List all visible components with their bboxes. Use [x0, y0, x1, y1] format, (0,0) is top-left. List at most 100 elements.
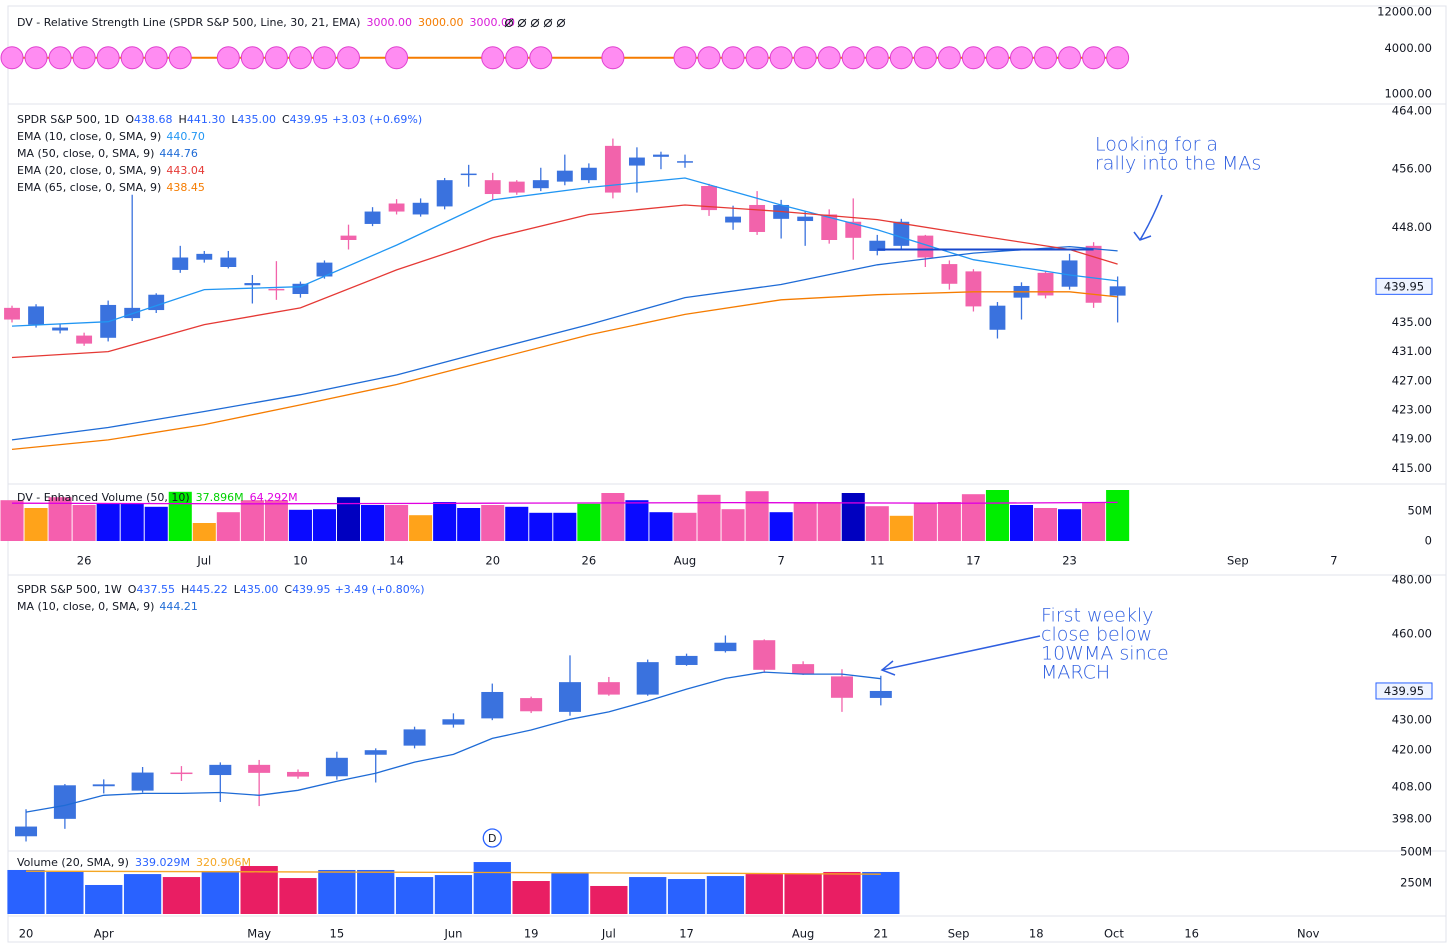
legend-title: DV - Enhanced Volume (50, 10) [17, 491, 190, 504]
legend-value: 37.896M [196, 491, 244, 504]
x-tick-label: 14 [389, 554, 404, 568]
volume-bar [1033, 508, 1058, 541]
volume-bar [120, 503, 144, 541]
legend-title: SPDR S&P 500, 1D [17, 113, 119, 126]
y-tick-label: 4000.00 [1384, 41, 1432, 55]
rs-dot [841, 46, 865, 70]
volume-bar [601, 493, 625, 541]
y-tick-label: 423.00 [1392, 403, 1432, 417]
candle-body [893, 221, 910, 246]
candle-body [53, 785, 76, 819]
volume-bar [357, 869, 395, 914]
rs-dot [601, 46, 625, 70]
candle-body [653, 154, 669, 157]
candle-body [917, 235, 934, 258]
volume-bar [697, 494, 721, 541]
x-tick-label: Oct [1104, 927, 1124, 941]
x-tick-label: 7 [777, 554, 784, 568]
x-tick-label: 7 [1330, 554, 1337, 568]
volume-bar [279, 878, 317, 914]
volume-bar [240, 500, 264, 541]
candle-body [28, 306, 44, 325]
volume-bar [385, 505, 409, 541]
legend: MA (50, close, 0, SMA, 9) 444.76 [17, 147, 198, 160]
x-tick-label: 19 [524, 927, 539, 941]
volume-bar [24, 508, 48, 541]
x-tick-label: 16 [1184, 927, 1199, 941]
rs-dot [889, 46, 913, 70]
rs-dot [817, 46, 841, 70]
candle-body [1085, 245, 1102, 303]
candle-body [248, 764, 271, 773]
ohlc-label: C [282, 113, 290, 126]
candle-body [460, 173, 477, 176]
legend: EMA (20, close, 0, SMA, 9) 443.04 [17, 164, 205, 177]
legend-value: 444.21 [159, 600, 198, 613]
rs-dot [264, 46, 288, 70]
ohlc-value: 435.00 [240, 583, 279, 596]
rs-dot [24, 46, 48, 70]
x-tick-label: Jul [601, 927, 616, 941]
ohlc-value: 439.95 [290, 113, 329, 126]
volume-bar [784, 874, 822, 914]
y-tick-label: 430.00 [1392, 713, 1432, 727]
rs-dot [1106, 46, 1130, 70]
candle-body [196, 253, 213, 260]
rs-dot [240, 46, 264, 70]
volume-bar [123, 874, 162, 914]
legend: SPDR S&P 500, 1W O437.55 H445.22 L435.00 C43… [17, 583, 425, 596]
volume-bar [913, 503, 937, 541]
icon-slash [543, 18, 553, 28]
arrow-line [881, 635, 1041, 671]
candle-body [287, 771, 310, 777]
x-tick-label: 20 [19, 927, 34, 941]
annotation: close below [1041, 624, 1152, 646]
volume-bar [667, 879, 706, 914]
candle-body [4, 307, 20, 320]
candle-body [701, 186, 717, 211]
rs-dot [937, 46, 961, 70]
y-tick-label: 464.00 [1392, 103, 1432, 117]
x-tick-label: May [247, 927, 271, 941]
rs-dot [312, 46, 336, 70]
volume-bar [823, 871, 861, 914]
candle-body [792, 664, 815, 674]
volume-bar [72, 505, 96, 541]
volume-bar [201, 870, 239, 914]
volume-bar [793, 502, 817, 541]
rs-dot [673, 46, 697, 70]
candle-body [1037, 272, 1054, 296]
legend: DV - Enhanced Volume (50, 10) 37.896M 64.2… [17, 491, 298, 504]
y-tick-label: 419.00 [1392, 432, 1432, 446]
ma-line [11, 177, 1118, 327]
x-tick-label: Aug [674, 554, 696, 568]
y-tick-label: 431.00 [1392, 344, 1432, 358]
y-tick-label: 456.00 [1392, 162, 1432, 176]
volume-ma-line [11, 501, 1118, 505]
x-tick-label: Sep [948, 927, 970, 941]
candle-body [364, 750, 387, 755]
volume-bar [46, 871, 84, 914]
rs-dot [120, 46, 144, 70]
volume-bar [673, 512, 697, 541]
volume-bar [395, 877, 434, 914]
ohlc-value: 441.30 [187, 113, 226, 126]
rs-dot [721, 46, 745, 70]
rs-dot [1034, 46, 1058, 70]
candle-body [749, 204, 766, 232]
x-tick-label: 21 [874, 927, 889, 941]
volume-bar [434, 875, 473, 914]
candle-body [148, 294, 165, 311]
rs-dot [288, 46, 312, 70]
legend-name: EMA (65, close, 0, SMA, 9) [17, 181, 161, 194]
volume-bar [745, 874, 783, 914]
volume-bar [192, 523, 216, 541]
legend-value: 438.45 [166, 181, 205, 194]
candle-body [1109, 286, 1126, 296]
y-tick-label: 1000.00 [1384, 87, 1432, 101]
legend-value: 444.76 [159, 147, 198, 160]
rs-dot [697, 46, 721, 70]
y-tick-label: 398.00 [1392, 811, 1432, 825]
x-tick-label: 17 [966, 554, 981, 568]
